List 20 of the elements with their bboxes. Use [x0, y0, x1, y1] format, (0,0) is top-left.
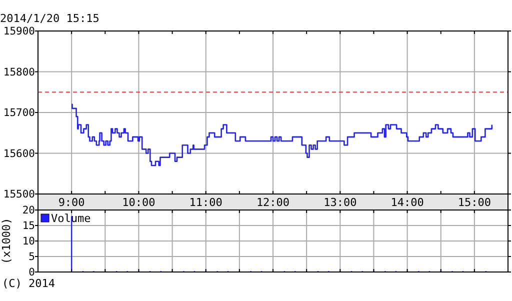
- x-tick-label: 14:00: [390, 196, 424, 209]
- y-tick-label: 15700: [3, 107, 35, 120]
- y-tick-label: 0: [28, 266, 35, 279]
- y-tick-label: 10: [22, 236, 35, 248]
- y-tick-label: 5: [28, 251, 35, 264]
- y-tick-label: 15: [22, 220, 35, 232]
- y-tick-label: 15800: [3, 66, 35, 78]
- y-axis-title: (x1000): [0, 218, 13, 264]
- x-tick-label: 15:00: [458, 196, 491, 209]
- x-tick-label: 11:00: [189, 196, 222, 209]
- text: (C) 2014: [2, 277, 56, 290]
- x-tick-label: 10:00: [122, 196, 156, 209]
- x-tick-label: 12:00: [256, 196, 290, 209]
- x-tick-label: 13:00: [324, 196, 357, 209]
- y-tick-label: 15600: [3, 148, 35, 160]
- chart-title: 2014/1/20 15:15: [0, 12, 100, 25]
- y-tick-label: 15900: [3, 26, 35, 38]
- x-tick-label: 9:00: [58, 196, 85, 209]
- y-tick-label: 20: [22, 204, 35, 217]
- y-tick-label: 15500: [3, 188, 35, 201]
